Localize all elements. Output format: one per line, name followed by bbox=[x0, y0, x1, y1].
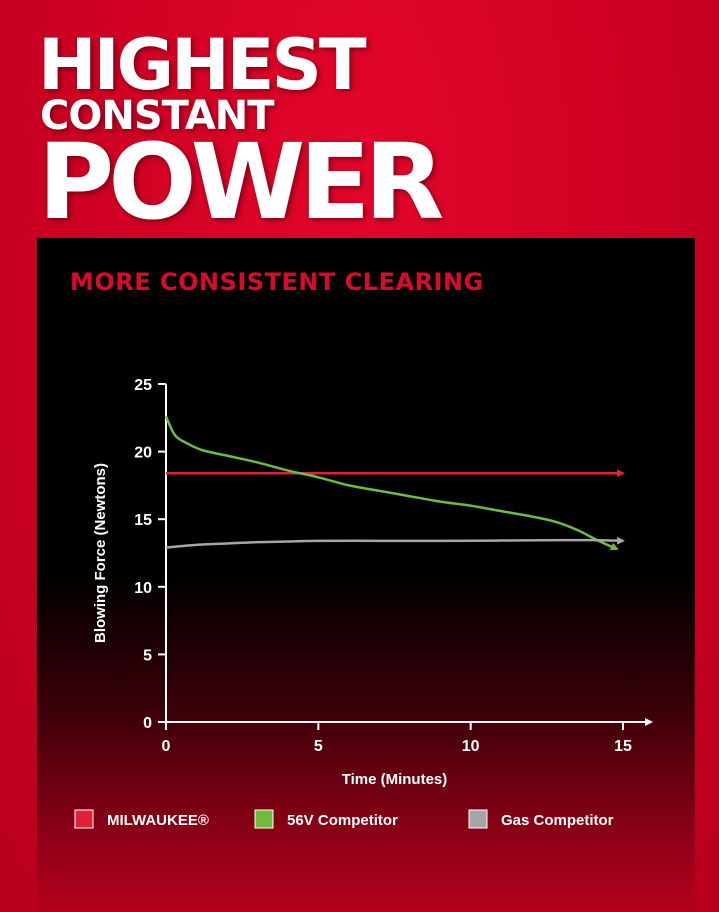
y-tick-label: 25 bbox=[134, 377, 152, 394]
chart-panel: MORE CONSISTENT CLEARING 0 5 10 15 20 25 0 5 10 1… bbox=[37, 238, 695, 912]
x-tick-label: 10 bbox=[462, 738, 480, 755]
legend-label: MILWAUKEE® bbox=[107, 812, 209, 829]
legend-swatch bbox=[468, 809, 488, 829]
y-tick-label: 0 bbox=[143, 715, 152, 732]
y-tick-label: 5 bbox=[143, 647, 152, 664]
x-axis-label: Time (Minutes) bbox=[342, 771, 448, 788]
x-tick-label: 15 bbox=[614, 738, 632, 755]
chart-title: MORE CONSISTENT CLEARING bbox=[70, 268, 484, 296]
headline-line-3: POWER bbox=[38, 121, 444, 243]
line-chart: 0 5 10 15 20 25 0 5 10 15 Time (Minutes) Blowing Fo… bbox=[74, 377, 653, 829]
headline-line-2: CONSTANT bbox=[40, 93, 275, 139]
headline-line-1: HIGHEST bbox=[38, 24, 367, 106]
legend-label: 56V Competitor bbox=[287, 812, 398, 829]
x-tick-label: 0 bbox=[162, 738, 171, 755]
y-tick-label: 20 bbox=[134, 445, 152, 462]
y-axis-label: Blowing Force (Newtons) bbox=[92, 463, 109, 643]
legend-swatch bbox=[254, 809, 274, 829]
y-tick-label: 15 bbox=[134, 512, 152, 529]
legend-label: Gas Competitor bbox=[501, 812, 614, 829]
series-line-gas-competitor bbox=[165, 536, 625, 549]
y-tick-label: 10 bbox=[134, 580, 152, 597]
x-tick-label: 5 bbox=[314, 738, 323, 755]
legend-swatch bbox=[74, 809, 94, 829]
series-line-56v-competitor bbox=[164, 415, 619, 551]
